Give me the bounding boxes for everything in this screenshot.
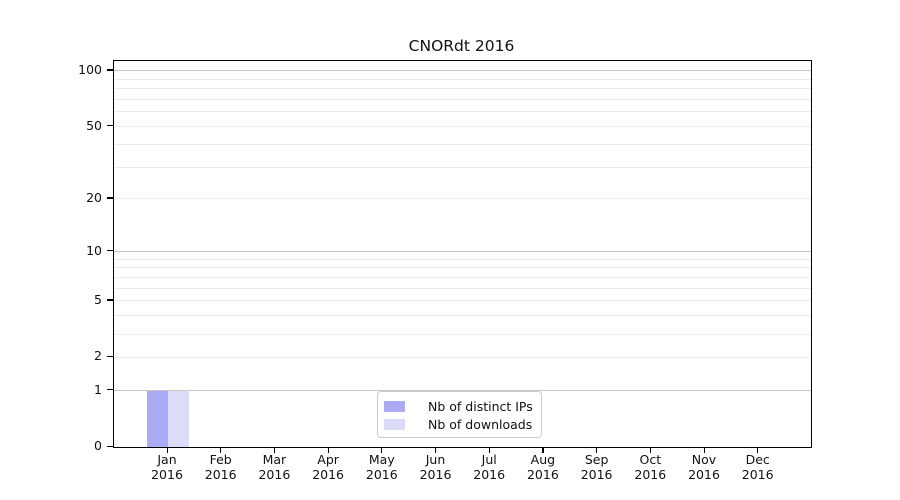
major-gridline: [114, 70, 811, 72]
legend-swatch-distinct-ips: [384, 400, 405, 412]
minor-gridline: [114, 143, 811, 145]
x-tick-month: Feb: [209, 452, 232, 467]
x-tick-label-feb: Feb 2016: [189, 452, 253, 482]
major-gridline: [114, 251, 811, 253]
bar-nb-of-distinct-ips-jan: [147, 390, 168, 447]
legend-label-distinct-ips: Nb of distinct IPs: [428, 398, 533, 414]
legend: Nb of distinct IPs Nb of downloads: [377, 391, 542, 438]
x-tick-month: Oct: [639, 452, 662, 467]
x-axis-tick: [273, 447, 276, 453]
x-tick-year: 2016: [365, 467, 398, 482]
minor-gridline: [114, 88, 811, 90]
minor-gridline: [114, 287, 811, 289]
x-axis-tick: [757, 447, 759, 453]
minor-gridline: [114, 166, 811, 168]
x-tick-label-jun: Jun 2016: [404, 452, 468, 482]
x-tick-year: 2016: [151, 467, 183, 482]
chart-title: CNORdt 2016: [408, 37, 515, 55]
x-tick-month: Mar: [262, 452, 287, 467]
x-axis-tick: [542, 447, 544, 453]
y-axis-tick: [107, 389, 114, 391]
minor-gridline: [114, 258, 811, 260]
x-tick-label-aug: Aug 2016: [511, 452, 575, 482]
y-tick-label: 20: [86, 189, 102, 205]
x-tick-year: 2016: [634, 467, 667, 482]
minor-gridline: [114, 78, 811, 80]
minor-gridline: [114, 126, 811, 128]
y-axis-tick: [107, 445, 114, 447]
x-tick-year: 2016: [580, 467, 613, 482]
x-tick-month: Jan: [157, 452, 177, 467]
x-axis-tick: [488, 447, 490, 453]
x-axis-tick: [435, 447, 437, 453]
x-tick-label-oct: Oct 2016: [618, 452, 682, 482]
legend-swatch-downloads: [384, 418, 405, 430]
x-tick-year: 2016: [526, 467, 559, 482]
x-axis-tick: [596, 447, 598, 453]
x-tick-month: Sep: [584, 452, 609, 467]
minor-gridline: [114, 300, 811, 302]
x-tick-label-apr: Apr 2016: [296, 452, 360, 482]
x-tick-label-dec: Dec 2016: [726, 452, 790, 482]
y-axis-tick: [107, 69, 114, 71]
x-tick-label-jul: Jul 2016: [457, 452, 521, 482]
x-tick-month: Aug: [530, 452, 556, 467]
x-axis-tick: [703, 447, 705, 453]
y-axis-tick: [107, 125, 114, 127]
minor-gridline: [114, 315, 811, 317]
x-tick-label-nov: Nov 2016: [672, 452, 736, 482]
x-tick-year: 2016: [258, 467, 291, 482]
x-tick-label-jan: Jan 2016: [135, 452, 199, 482]
legend-entry-distinct-ips: Nb of distinct IPs: [384, 397, 533, 415]
x-tick-month: Dec: [745, 452, 770, 467]
y-tick-label: 100: [78, 61, 102, 77]
legend-entry-downloads: Nb of downloads: [384, 415, 533, 433]
major-gridline: [114, 390, 811, 391]
minor-gridline: [114, 267, 811, 269]
x-tick-label-sep: Sep 2016: [565, 452, 629, 482]
x-tick-month: Jun: [425, 452, 446, 467]
y-axis-tick: [107, 197, 114, 199]
y-tick-label: 0: [94, 438, 102, 453]
minor-gridline: [114, 333, 811, 335]
x-axis-tick: [327, 447, 329, 453]
plot-area: [113, 60, 812, 448]
minor-gridline: [114, 356, 811, 358]
x-tick-year: 2016: [419, 467, 452, 482]
y-axis-tick: [107, 355, 114, 358]
x-axis-tick: [166, 447, 168, 453]
minor-gridline: [114, 99, 811, 101]
x-tick-month: Nov: [691, 452, 717, 467]
x-tick-month: Apr: [317, 452, 339, 467]
x-tick-year: 2016: [741, 467, 774, 482]
x-tick-month: May: [368, 452, 395, 467]
y-tick-label: 2: [94, 348, 102, 364]
bar-nb-of-downloads-jan: [168, 390, 189, 447]
legend-label-downloads: Nb of downloads: [428, 416, 533, 432]
y-tick-label: 5: [94, 291, 102, 307]
y-axis-tick: [107, 299, 114, 301]
x-tick-year: 2016: [473, 467, 506, 482]
x-axis-tick: [220, 447, 222, 453]
x-tick-month: Jul: [481, 452, 497, 467]
y-tick-label: 50: [86, 117, 102, 133]
y-tick-label: 10: [86, 242, 102, 258]
x-tick-label-mar: Mar 2016: [242, 452, 306, 482]
y-tick-label: 1: [94, 381, 102, 397]
x-tick-year: 2016: [312, 467, 344, 482]
x-tick-label-may: May 2016: [350, 452, 414, 482]
x-tick-year: 2016: [688, 467, 720, 482]
minor-gridline: [114, 198, 811, 200]
y-axis-tick: [107, 250, 114, 252]
minor-gridline: [114, 111, 811, 113]
x-tick-year: 2016: [204, 467, 237, 482]
minor-gridline: [114, 277, 811, 279]
x-axis-tick: [649, 447, 651, 453]
x-axis-tick: [381, 447, 383, 453]
